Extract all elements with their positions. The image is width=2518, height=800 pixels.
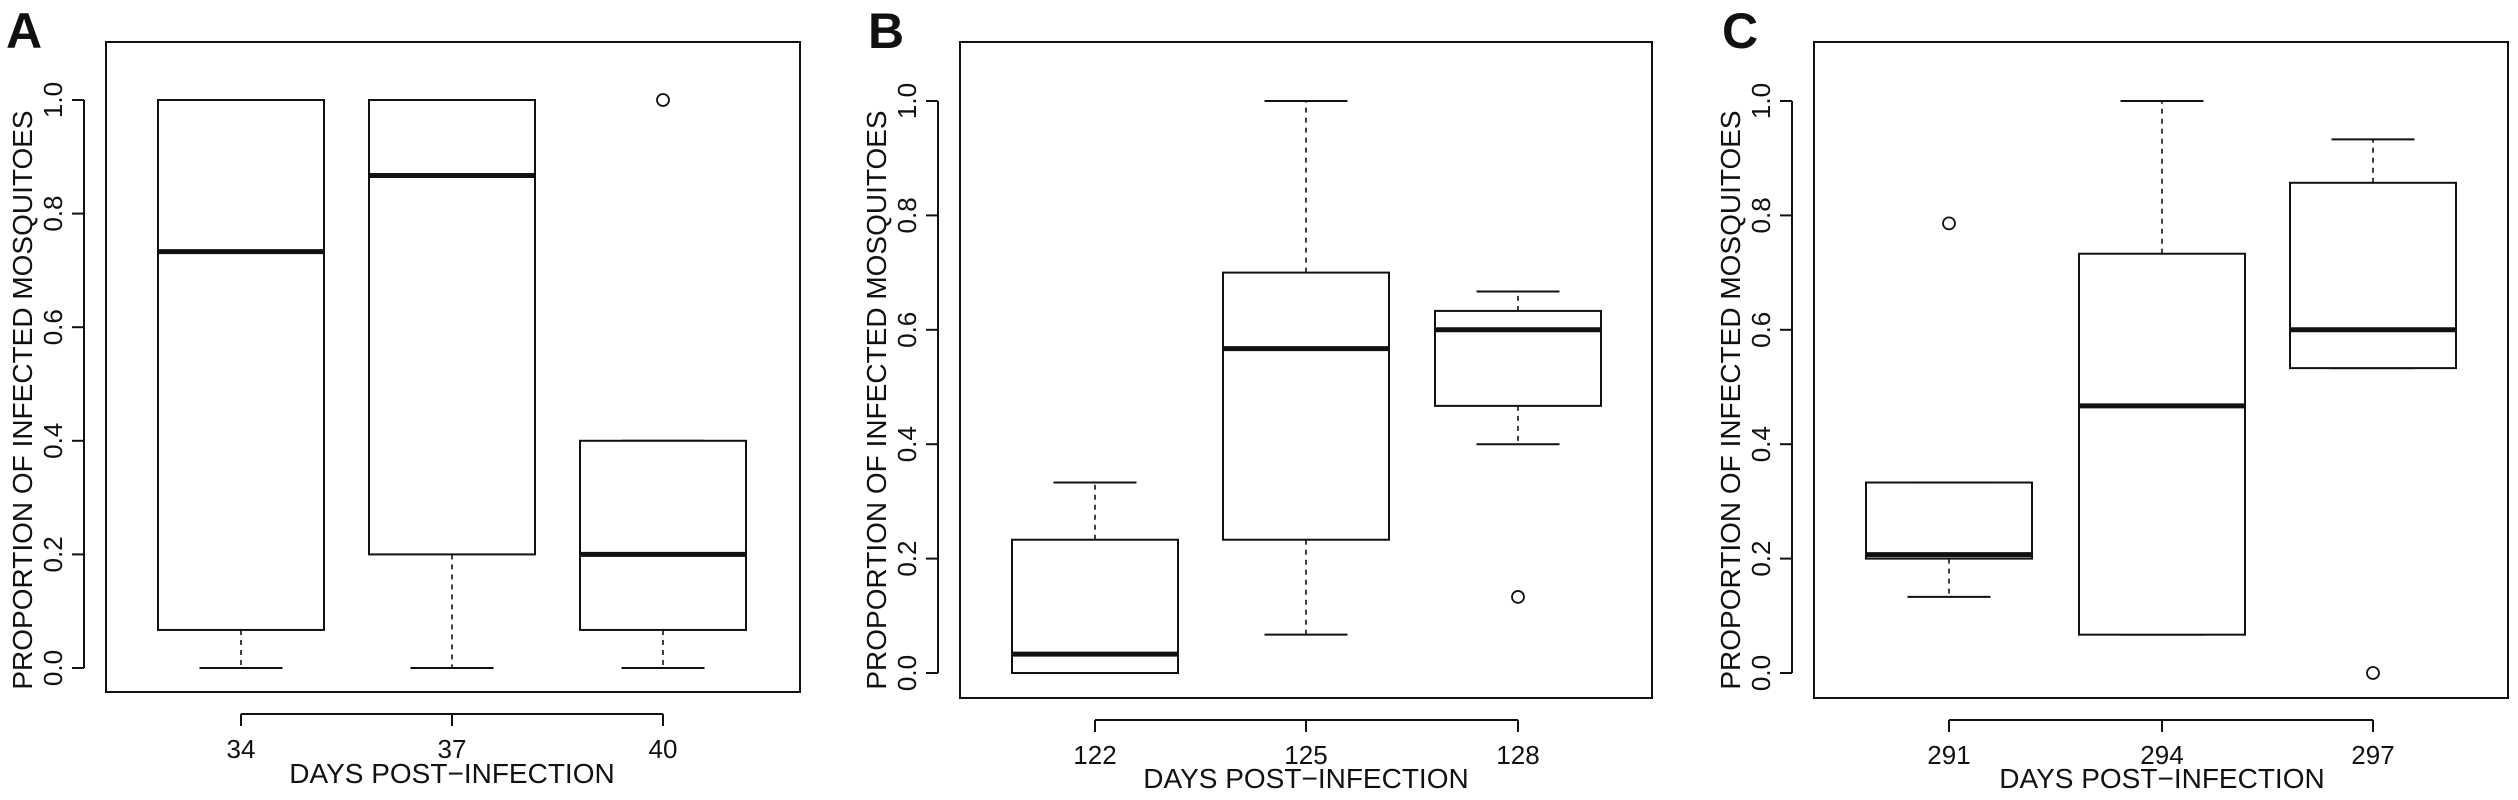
y-tick-label: 1.0	[892, 83, 922, 119]
box-128	[1434, 309, 1602, 407]
box-40	[579, 439, 747, 631]
panel-a-letter: A	[6, 3, 42, 59]
y-tick-label: 0.2	[38, 536, 68, 572]
x-tick-label: 34	[227, 734, 256, 764]
x-tick-label: 128	[1496, 740, 1539, 770]
y-tick-label: 1.0	[1746, 83, 1776, 119]
x-tick-label: 291	[1927, 740, 1970, 770]
y-tick-label: 0.4	[892, 426, 922, 462]
y-tick-label: 0.0	[892, 655, 922, 691]
x-tick-label: 122	[1073, 740, 1116, 770]
plot-frame	[959, 41, 1653, 699]
panel-b-letter: B	[868, 3, 904, 59]
plot-frame	[1813, 41, 2509, 699]
panel-a-plot: 0.0 0.2 0.4 0.6 0.8 1.0 34 37 40	[38, 41, 801, 764]
panel-a: A PROPORTION OF INFECTED MOSQUITOES DAYS…	[6, 3, 801, 789]
outlier-point	[2366, 666, 2380, 680]
box-125	[1222, 271, 1390, 541]
panel-b-xlabel: DAYS POST−INFECTION	[1143, 763, 1468, 794]
panel-b-ylabel: PROPORTION OF INFECTED MOSQUITOES	[861, 110, 892, 689]
box-37	[368, 99, 536, 556]
panel-c-xlabel: DAYS POST−INFECTION	[1999, 763, 2324, 794]
y-tick-label: 0.4	[38, 423, 68, 459]
panel-a-xlabel: DAYS POST−INFECTION	[289, 758, 614, 789]
outlier-point	[1942, 216, 1956, 231]
outlier-point	[656, 93, 670, 107]
panel-c-ylabel: PROPORTION OF INFECTED MOSQUITOES	[1715, 110, 1746, 689]
outlier-point	[1511, 590, 1525, 604]
panel-c: C PROPORTION OF INFECTED MOSQUITOES DAYS…	[1715, 3, 2509, 794]
y-tick-label: 0.8	[38, 196, 68, 232]
x-tick-label: 297	[2351, 740, 2394, 770]
y-tick-label: 0.0	[38, 650, 68, 686]
y-tick-label: 0.8	[892, 197, 922, 233]
y-tick-label: 0.4	[1746, 426, 1776, 462]
box-34	[157, 99, 325, 631]
y-tick-label: 0.6	[38, 309, 68, 345]
y-tick-label: 0.8	[1746, 197, 1776, 233]
panel-b: B PROPORTION OF INFECTED MOSQUITOES DAYS…	[861, 3, 1653, 794]
y-tick-label: 0.0	[1746, 655, 1776, 691]
plot-frame	[105, 41, 801, 693]
panel-a-ylabel: PROPORTION OF INFECTED MOSQUITOES	[7, 110, 38, 689]
box-297	[2289, 181, 2457, 370]
y-tick-label: 0.2	[892, 541, 922, 577]
box-294	[2078, 252, 2246, 636]
box-291	[1865, 481, 2033, 560]
x-tick-label: 294	[2140, 740, 2183, 770]
y-tick-label: 1.0	[38, 82, 68, 118]
x-tick-label: 37	[438, 734, 467, 764]
panel-c-plot: 0.0 0.2 0.4 0.6 0.8 1.0 291 294 297	[1746, 41, 2509, 770]
x-tick-label: 125	[1284, 740, 1327, 770]
x-tick-label: 40	[649, 734, 678, 764]
box-122	[1011, 538, 1179, 674]
panel-b-plot: 0.0 0.2 0.4 0.6 0.8 1.0 122 125 128	[892, 41, 1653, 770]
y-tick-label: 0.6	[892, 312, 922, 348]
y-tick-label: 0.2	[1746, 541, 1776, 577]
panel-c-letter: C	[1722, 3, 1758, 59]
y-tick-label: 0.6	[1746, 312, 1776, 348]
